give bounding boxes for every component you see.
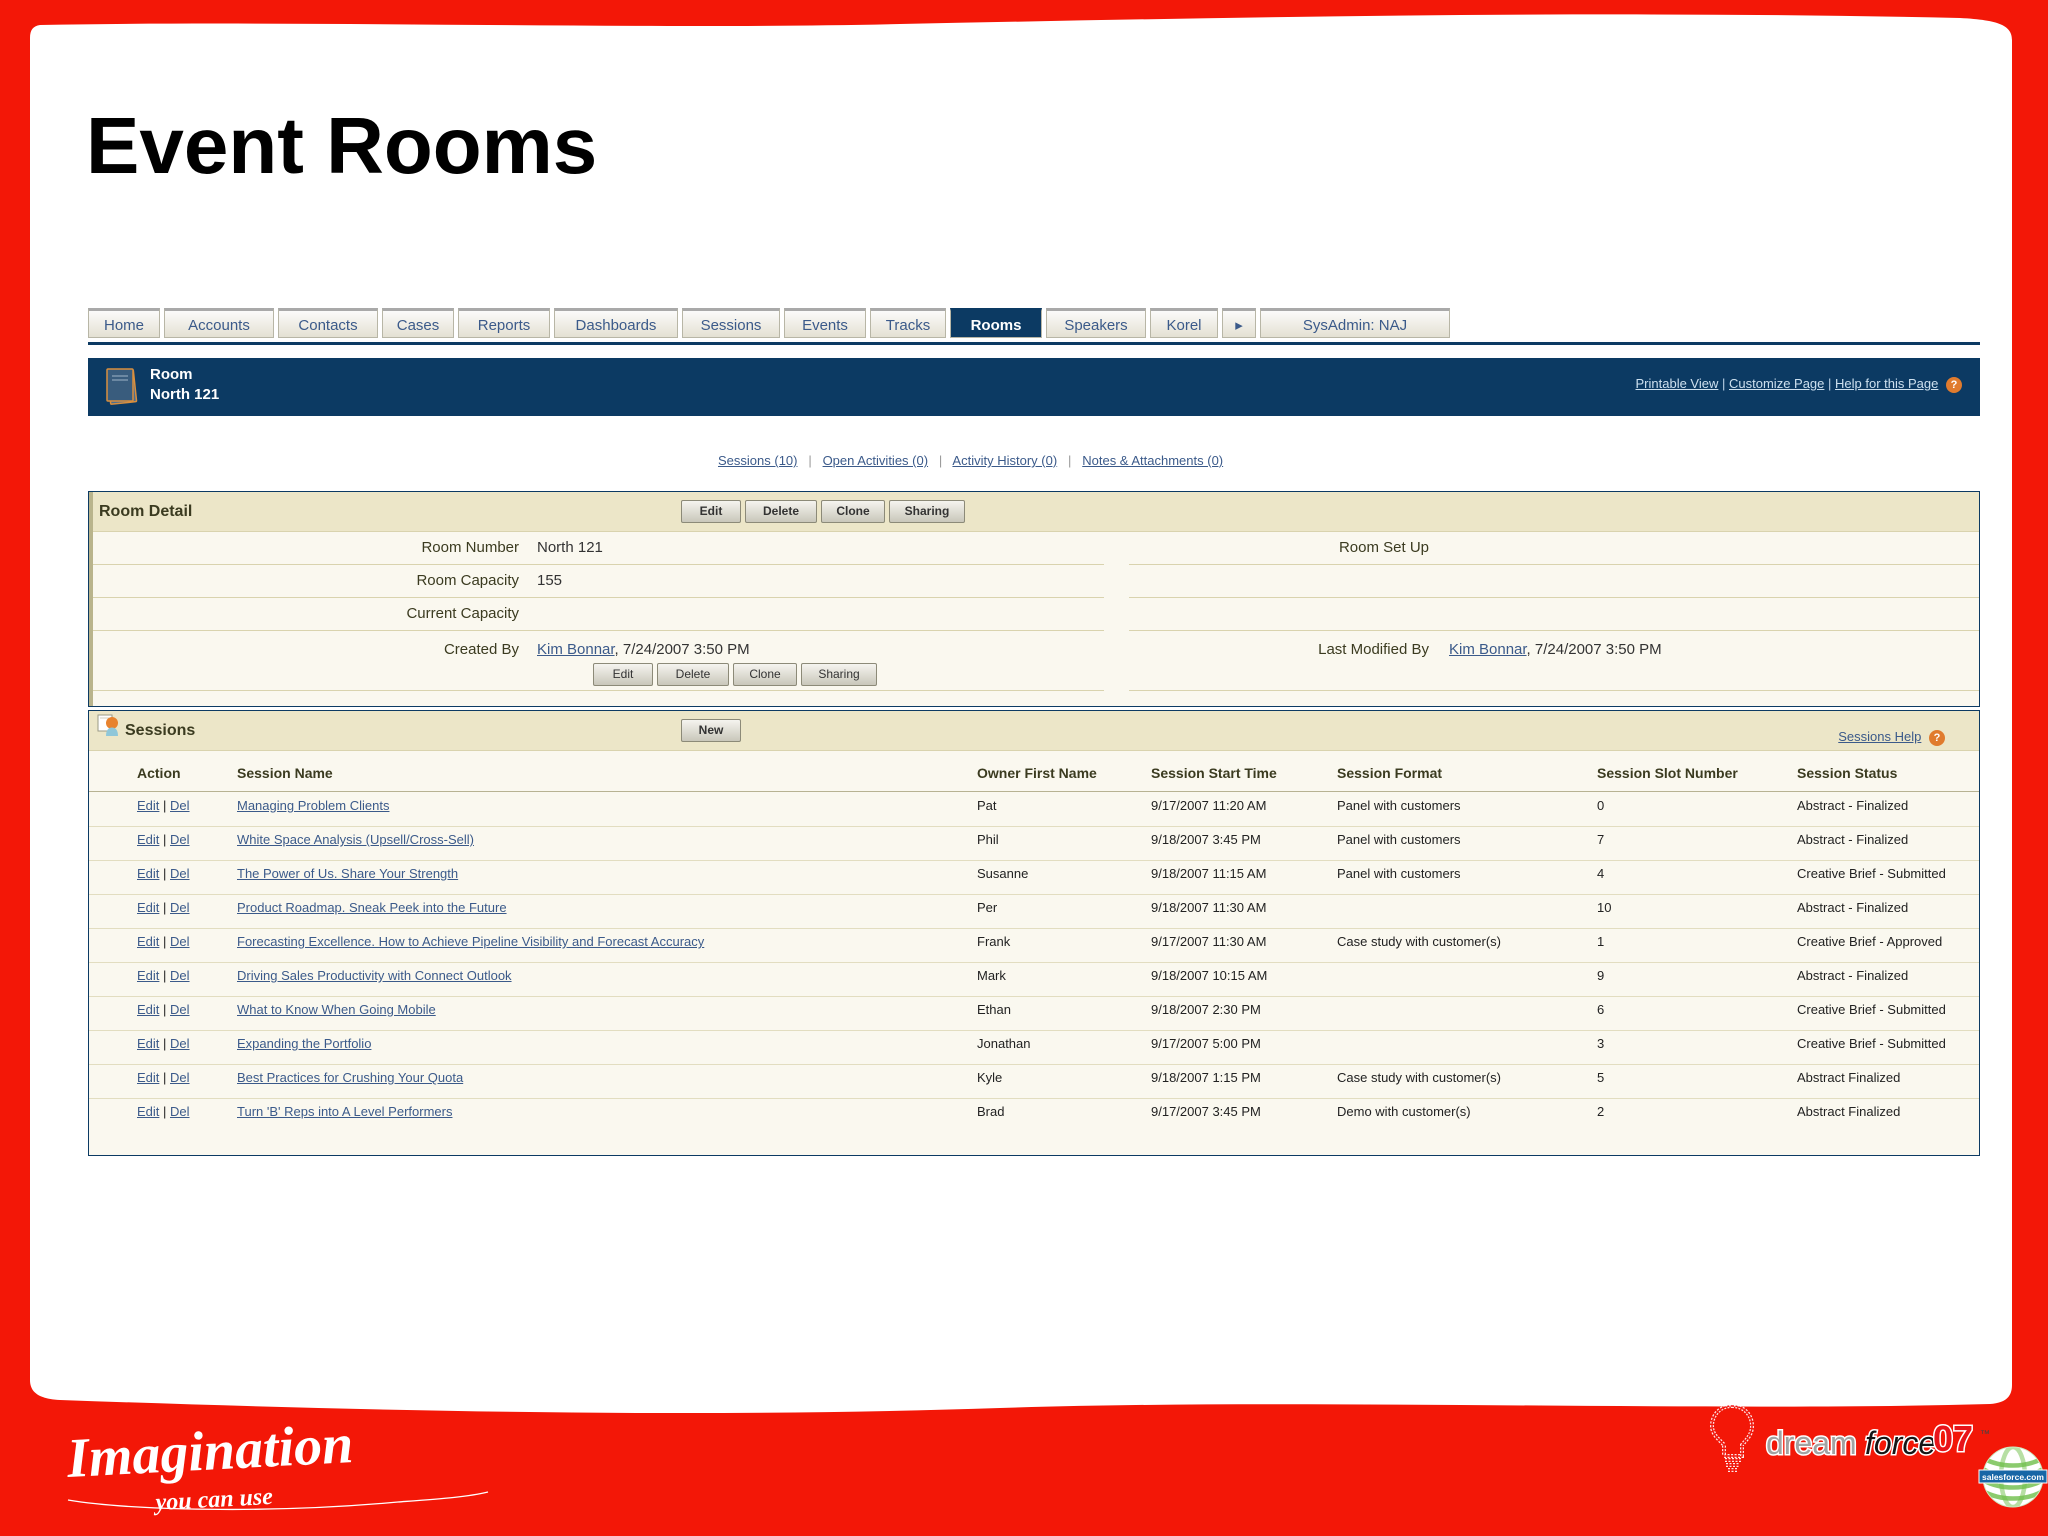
- svg-text:07: 07: [1933, 1418, 1973, 1459]
- svg-text:™: ™: [1980, 1429, 1990, 1440]
- svg-text:dream: dream: [1766, 1425, 1857, 1461]
- svg-text:salesforce.com: salesforce.com: [1982, 1472, 2044, 1482]
- svg-text:force: force: [1865, 1425, 1936, 1461]
- svg-text:you can use: you can use: [152, 1484, 274, 1516]
- svg-text:Imagination: Imagination: [64, 1413, 354, 1490]
